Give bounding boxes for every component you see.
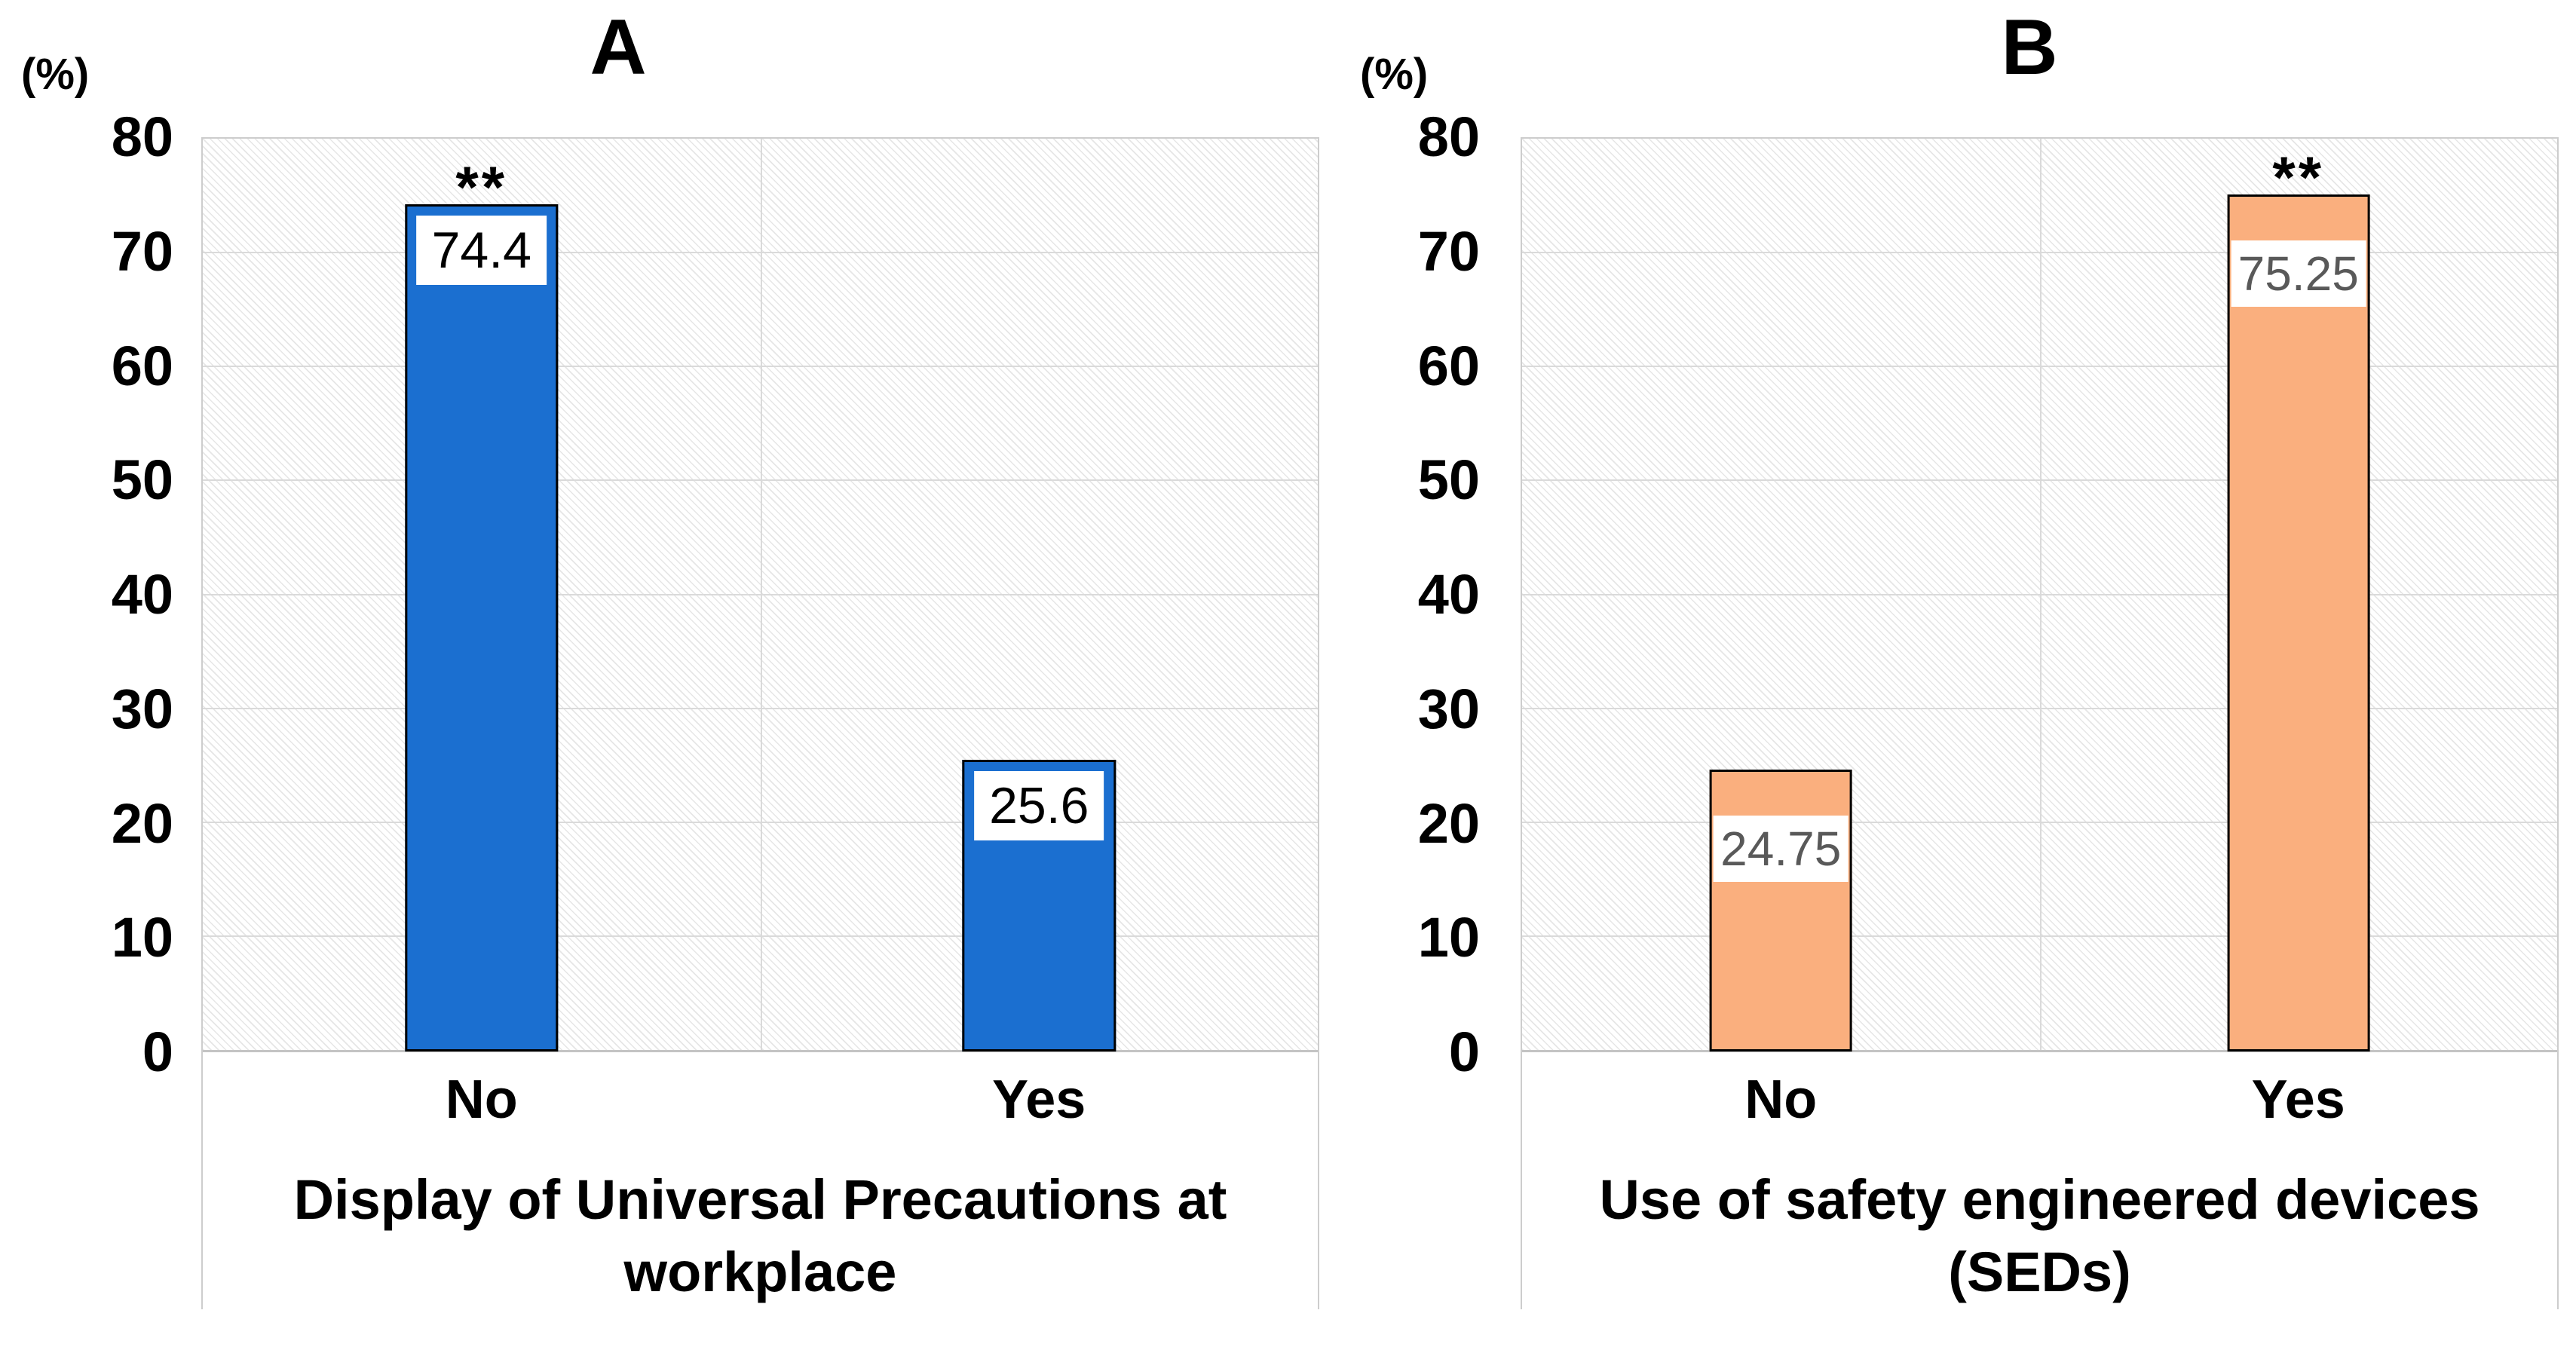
y-tick-label: 70 <box>111 219 173 283</box>
horizontal-gridline <box>203 707 1318 709</box>
panel-a: A (%) 80 70 60 50 40 30 20 10 0 74.4 ** 25.6 No Ye… <box>0 4 1319 1309</box>
y-tick-label: 30 <box>111 677 173 740</box>
panel-b-category-label-yes: Yes <box>2251 1070 2345 1130</box>
horizontal-gridline <box>1522 252 2557 254</box>
y-tick-label: 10 <box>1417 906 1480 969</box>
panel-a-x-axis-title: Display of Universal Precautions at work… <box>293 1168 1227 1303</box>
y-tick-label: 60 <box>1417 334 1480 397</box>
horizontal-gridline <box>203 252 1318 254</box>
horizontal-gridline <box>203 593 1318 595</box>
y-tick-label: 30 <box>1417 677 1480 740</box>
panel-a-plot-area: 74.4 ** 25.6 <box>203 137 1318 1052</box>
data-label: 25.6 <box>974 771 1104 841</box>
panel-a-y-unit-label: (%) <box>21 50 90 99</box>
horizontal-gridline <box>1522 479 2557 482</box>
horizontal-gridline <box>1522 707 2557 709</box>
horizontal-gridline <box>1522 366 2557 368</box>
panel-b-plot-area: 24.75 75.25 ** <box>1522 137 2557 1052</box>
y-tick-label: 60 <box>111 334 173 397</box>
horizontal-gridline <box>203 366 1318 368</box>
panel-a-title: A <box>590 4 647 91</box>
y-tick-label: 40 <box>1417 563 1480 626</box>
y-tick-label: 50 <box>111 448 173 512</box>
panel-b-category-label-no: No <box>1744 1070 1818 1130</box>
data-label: 24.75 <box>1713 815 1849 882</box>
bar-slot-no: 74.4 ** <box>203 139 761 1051</box>
horizontal-gridline <box>203 479 1318 482</box>
panel-a-chart-box: 74.4 ** 25.6 No Yes Display of Universal P… <box>201 137 1319 1309</box>
y-tick-label: 0 <box>142 1021 173 1083</box>
panel-b-y-unit-label: (%) <box>1360 50 1429 99</box>
significance-marker: ** <box>2272 143 2325 210</box>
y-tick-label: 50 <box>1417 448 1480 512</box>
horizontal-gridline <box>1522 593 2557 595</box>
panel-b-y-axis-ticks: 80 70 60 50 40 30 20 10 0 <box>1319 109 1480 1080</box>
panel-a-category-label-yes: Yes <box>992 1070 1086 1130</box>
y-tick-label: 80 <box>111 106 173 168</box>
horizontal-gridline <box>1522 935 2557 937</box>
y-tick-label: 70 <box>1417 219 1480 283</box>
panel-b-x-axis-zone: No Yes Use of safety engineered devices … <box>1522 1052 2557 1309</box>
bar-yes: 25.6 <box>962 760 1116 1051</box>
y-tick-label: 10 <box>111 906 173 969</box>
panel-b: B (%) 80 70 60 50 40 30 20 10 0 24.75 75.25 ** No … <box>1319 0 2576 1353</box>
horizontal-gridline <box>1522 821 2557 823</box>
y-tick-label: 20 <box>111 791 173 855</box>
bar-no: 74.4 <box>405 204 559 1051</box>
data-label: 75.25 <box>2231 240 2366 307</box>
horizontal-gridline <box>203 821 1318 823</box>
panel-a-x-axis-zone: No Yes Display of Universal Precautions … <box>203 1052 1318 1309</box>
bar-slot-yes: 75.25 ** <box>2040 139 2558 1051</box>
bar-slot-no: 24.75 <box>1522 139 2040 1051</box>
data-label: 74.4 <box>416 215 547 285</box>
bar-slot-yes: 25.6 <box>761 139 1319 1051</box>
y-tick-label: 40 <box>111 563 173 626</box>
y-tick-label: 80 <box>1417 106 1480 168</box>
horizontal-gridline <box>203 935 1318 937</box>
panel-b-title: B <box>2001 4 2058 91</box>
panel-b-chart-box: 24.75 75.25 ** No Yes Use of safety engine… <box>1521 137 2559 1309</box>
panel-a-category-label-no: No <box>445 1070 518 1130</box>
panel-b-x-axis-title: Use of safety engineered devices (SEDs) <box>1599 1168 2480 1303</box>
y-tick-label: 0 <box>1448 1021 1480 1083</box>
panel-a-y-axis-ticks: 80 70 60 50 40 30 20 10 0 <box>0 109 173 1080</box>
bar-yes: 75.25 <box>2227 194 2370 1051</box>
bar-no: 24.75 <box>1709 769 1852 1051</box>
significance-marker: ** <box>455 153 508 220</box>
y-tick-label: 20 <box>1417 791 1480 855</box>
